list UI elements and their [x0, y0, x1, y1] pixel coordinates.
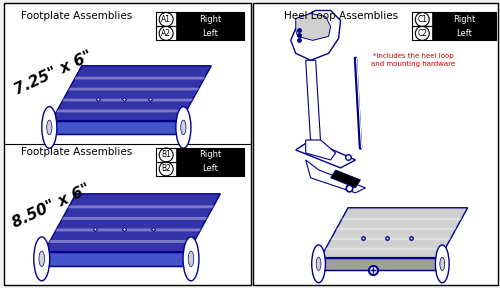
Ellipse shape — [316, 257, 321, 270]
Circle shape — [159, 148, 173, 162]
Polygon shape — [320, 257, 440, 270]
Circle shape — [416, 12, 430, 26]
Text: 8.50" x 6": 8.50" x 6" — [10, 181, 93, 230]
Text: B2: B2 — [161, 164, 171, 173]
Bar — [176, 26, 244, 40]
Ellipse shape — [312, 245, 326, 283]
Text: Right: Right — [199, 150, 221, 160]
Polygon shape — [306, 60, 320, 143]
Bar — [432, 12, 496, 26]
Polygon shape — [55, 228, 202, 231]
Circle shape — [416, 26, 430, 40]
Ellipse shape — [39, 251, 44, 266]
Circle shape — [159, 162, 173, 176]
Text: Left: Left — [456, 29, 472, 38]
Ellipse shape — [181, 120, 186, 135]
Ellipse shape — [188, 251, 194, 266]
Ellipse shape — [183, 237, 199, 281]
Ellipse shape — [436, 245, 449, 283]
Polygon shape — [44, 194, 220, 252]
Bar — [176, 12, 244, 26]
Polygon shape — [62, 217, 208, 220]
Text: C2: C2 — [418, 29, 428, 38]
Bar — [432, 26, 496, 40]
Polygon shape — [52, 121, 181, 134]
Polygon shape — [56, 110, 187, 112]
Polygon shape — [341, 218, 462, 220]
Text: Right: Right — [453, 15, 475, 24]
Polygon shape — [296, 14, 330, 40]
Bar — [156, 26, 244, 40]
Polygon shape — [306, 160, 366, 193]
Polygon shape — [68, 205, 214, 208]
Polygon shape — [330, 170, 360, 188]
Text: Heel Loop Assemblies: Heel Loop Assemblies — [284, 12, 398, 21]
Bar — [156, 162, 244, 176]
Bar — [412, 12, 496, 26]
Ellipse shape — [34, 237, 50, 281]
Text: Left: Left — [202, 164, 218, 173]
Bar — [4, 3, 251, 285]
Polygon shape — [49, 240, 195, 243]
Text: 7.25" x 6": 7.25" x 6" — [12, 49, 95, 98]
Text: Right: Right — [199, 15, 221, 24]
Polygon shape — [324, 248, 446, 250]
Text: C1: C1 — [418, 15, 428, 24]
Polygon shape — [290, 10, 341, 60]
Text: Footplate Assemblies: Footplate Assemblies — [21, 147, 132, 157]
Polygon shape — [330, 238, 451, 240]
Polygon shape — [52, 66, 212, 121]
Ellipse shape — [440, 257, 444, 270]
Circle shape — [159, 12, 173, 26]
Text: B1: B1 — [161, 150, 171, 160]
Bar — [412, 26, 496, 40]
Ellipse shape — [46, 120, 52, 135]
Text: A2: A2 — [161, 29, 171, 38]
Text: Left: Left — [202, 29, 218, 38]
Polygon shape — [320, 208, 468, 257]
Bar — [156, 12, 244, 26]
Text: *Includes the heel loop
and mounting hardware: *Includes the heel loop and mounting har… — [371, 53, 456, 67]
Ellipse shape — [176, 107, 191, 148]
Polygon shape — [68, 88, 199, 90]
Bar — [253, 3, 498, 285]
Polygon shape — [44, 252, 189, 266]
Bar — [156, 148, 244, 162]
Circle shape — [159, 26, 173, 40]
Polygon shape — [306, 140, 336, 160]
Polygon shape — [336, 228, 456, 230]
Polygon shape — [296, 140, 356, 168]
Bar — [176, 162, 244, 176]
Text: A1: A1 — [161, 15, 171, 24]
Text: Footplate Assemblies: Footplate Assemblies — [21, 12, 132, 21]
Polygon shape — [74, 77, 205, 79]
Bar — [176, 148, 244, 162]
Ellipse shape — [42, 107, 57, 148]
Polygon shape — [62, 99, 193, 101]
